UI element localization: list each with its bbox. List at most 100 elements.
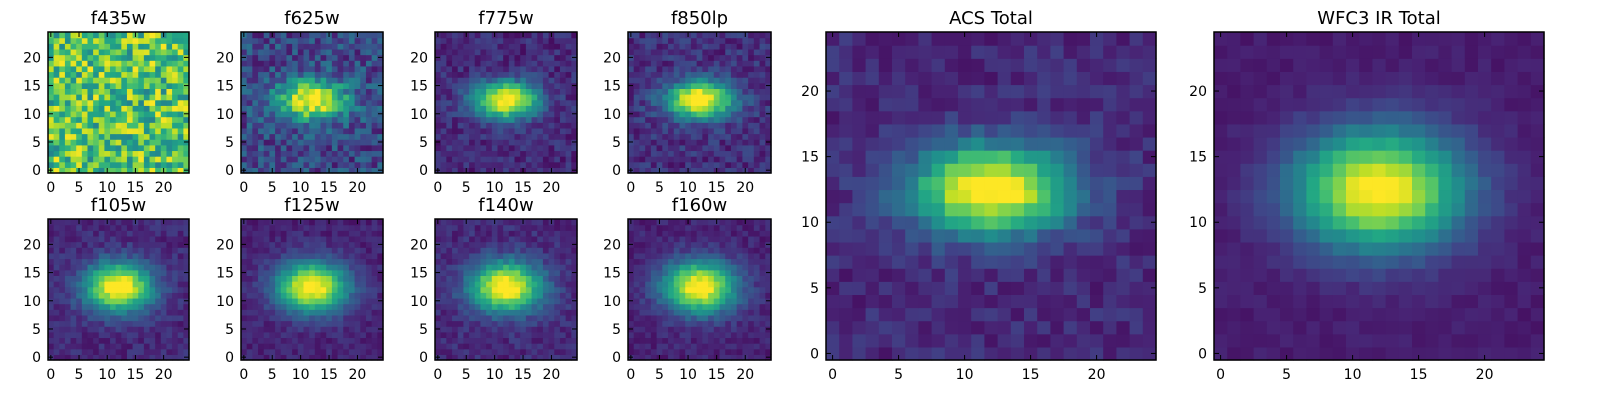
heatmap-cell [183, 275, 190, 282]
heatmap-cell [542, 258, 550, 265]
heatmap-cell [730, 292, 738, 299]
heatmap-cell [628, 60, 635, 67]
heatmap-cell [514, 116, 521, 123]
heatmap-cell [110, 331, 117, 339]
heatmap-cell [446, 144, 453, 152]
heatmap-cell [565, 258, 572, 265]
heatmap-cell [742, 292, 749, 299]
heatmap-cell [730, 82, 738, 89]
heatmap-cell [365, 122, 373, 129]
heatmap-cell [508, 348, 516, 355]
heatmap-cell [503, 292, 510, 299]
heatmap-cell [730, 331, 738, 339]
heatmap-cell [320, 110, 327, 118]
heatmap-cell [166, 241, 173, 248]
heatmap-cell [166, 127, 173, 135]
heatmap-cell [742, 275, 749, 282]
heatmap-cell [719, 133, 726, 140]
heatmap-cell [241, 127, 248, 135]
heatmap-cell [331, 343, 339, 350]
heatmap-cell [440, 82, 447, 89]
heatmap-cell [548, 156, 555, 163]
heatmap-cell [160, 297, 168, 305]
heatmap-cell [149, 71, 156, 78]
heatmap-cell [469, 77, 476, 84]
heatmap-cell [177, 77, 184, 84]
heatmap-cell [377, 252, 384, 260]
heatmap-cell [348, 348, 356, 355]
heatmap-cell [297, 320, 305, 327]
heatmap-cell [269, 286, 276, 293]
axes-frame [47, 31, 190, 174]
heatmap-cell [730, 32, 738, 39]
heatmap-cell [633, 60, 641, 67]
heatmap-cell [525, 32, 533, 39]
heatmap-cell [70, 314, 77, 322]
heatmap-cell [736, 320, 743, 327]
heatmap-cell [337, 258, 344, 265]
axes-frame [434, 218, 578, 361]
heatmap-cell [104, 269, 111, 276]
heatmap-cell [633, 110, 641, 118]
heatmap-cell [160, 252, 168, 260]
heatmap-cell [748, 37, 755, 44]
heatmap-cell [138, 43, 145, 50]
heatmap-cell [269, 331, 276, 339]
heatmap-cell [263, 82, 270, 89]
heatmap-cell [571, 224, 578, 231]
heatmap-cell [132, 258, 139, 265]
heatmap-cell [64, 241, 72, 248]
heatmap-cell [633, 275, 641, 282]
heatmap-cell [331, 230, 339, 237]
heatmap-cell [554, 320, 561, 327]
heatmap-cell [565, 150, 572, 157]
heatmap-cell [702, 116, 709, 123]
heatmap-cell [748, 48, 755, 56]
heatmap-cell [172, 309, 179, 316]
heatmap-cell [98, 77, 105, 84]
heatmap-cell [542, 110, 550, 118]
heatmap-cell [633, 354, 641, 361]
heatmap-cell [736, 82, 743, 89]
heatmap-cell [252, 32, 259, 39]
heatmap-cell [753, 122, 761, 129]
heatmap-cell [115, 77, 122, 84]
heatmap-cell [639, 88, 646, 95]
heatmap-cell [166, 156, 173, 163]
heatmap-cell [440, 292, 447, 299]
heatmap-cell [314, 264, 322, 271]
heatmap-cell [354, 139, 361, 146]
heatmap-cell [719, 150, 726, 157]
heatmap-cell [525, 252, 533, 260]
heatmap-cell [132, 133, 139, 140]
heatmap-cell [292, 110, 299, 118]
heatmap-cell [104, 230, 111, 237]
heatmap-cell [314, 326, 322, 333]
heatmap-cell [730, 77, 738, 84]
heatmap-cell [81, 144, 89, 152]
heatmap-cell [275, 235, 282, 243]
heatmap-cell [48, 60, 55, 67]
heatmap-cell [474, 348, 482, 355]
heatmap-cell [59, 99, 66, 106]
heatmap-cell [633, 348, 641, 355]
heatmap-cell [81, 88, 89, 95]
heatmap-cell [656, 105, 663, 112]
heatmap-cell [457, 309, 464, 316]
heatmap-cell [531, 247, 538, 254]
heatmap-cell [326, 275, 333, 282]
heatmap-cell [759, 326, 766, 333]
heatmap-cell [183, 65, 190, 73]
heatmap-cell [160, 343, 168, 350]
heatmap-cell [662, 275, 669, 282]
heatmap-cell [343, 343, 350, 350]
heatmap-cell [628, 275, 635, 282]
heatmap-cell [280, 71, 288, 78]
heatmap-cell [343, 133, 350, 140]
heatmap-cell [753, 331, 761, 339]
heatmap-cell [303, 326, 310, 333]
heatmap-cell [554, 314, 561, 322]
heatmap-cell [486, 275, 493, 282]
heatmap-cell [126, 297, 134, 305]
heatmap-cell [656, 314, 663, 322]
